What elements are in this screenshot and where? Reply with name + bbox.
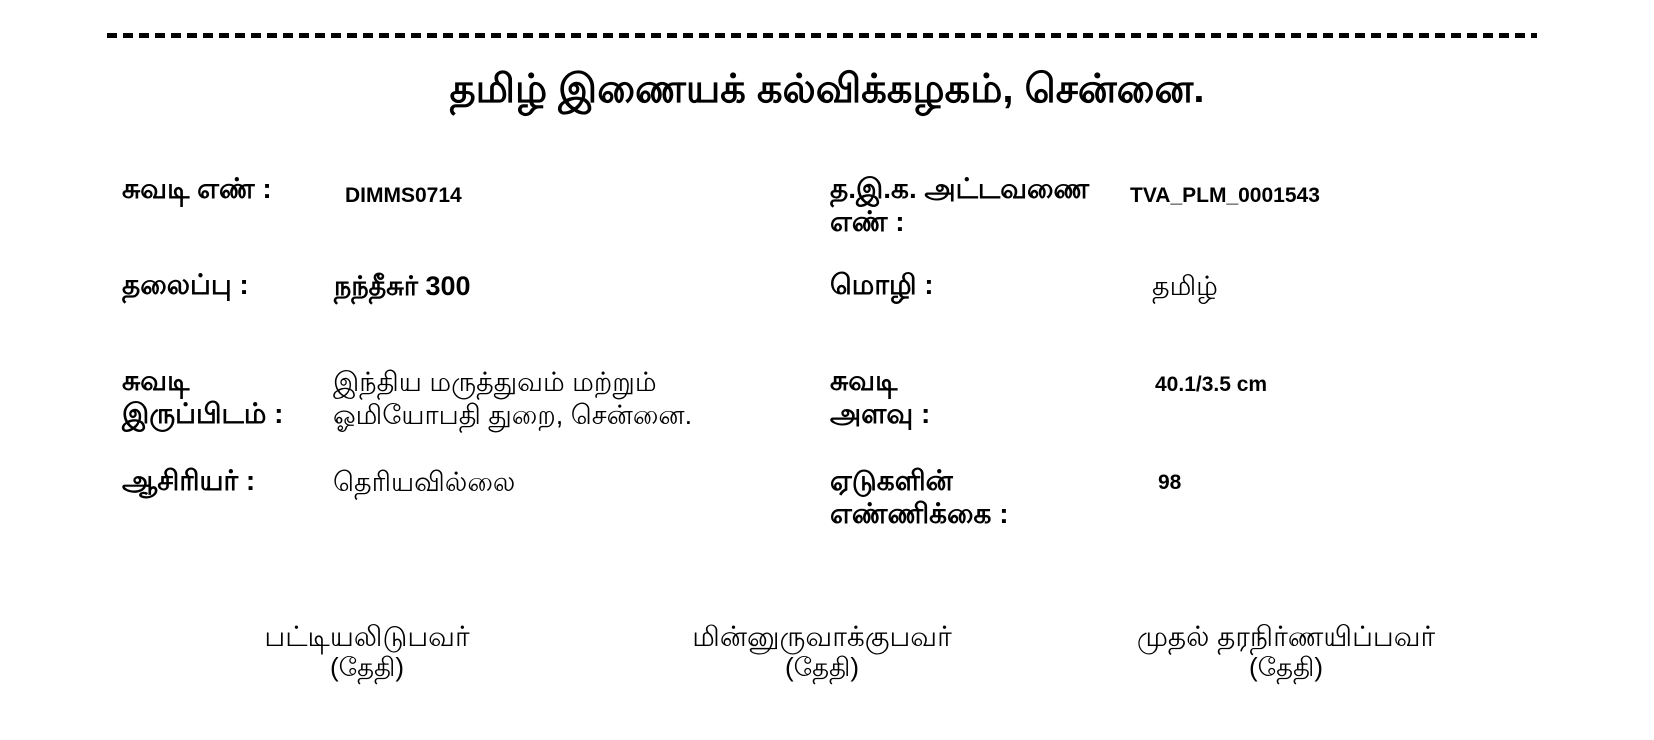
- manuscript-size-label: சுவடி அளவு :: [830, 364, 930, 430]
- language-label: மொழி :: [830, 269, 934, 300]
- signature-block-first-quality-assessor: முதல் தரநிர்ணயிப்பவர் (தேதி): [1137, 620, 1435, 681]
- leaves-count-label: ஏடுகளின் எண்ணிக்கை :: [830, 464, 1009, 530]
- signature-date-first-quality-assessor: (தேதி): [1248, 652, 1323, 682]
- title-field-value: நந்தீசுர் 300: [334, 271, 471, 301]
- manuscript-size-label-line2: அளவு :: [830, 398, 931, 429]
- manuscript-location-label-line2: இருப்பிடம் :: [122, 398, 284, 429]
- language-value: தமிழ்: [1152, 271, 1218, 301]
- page-title: தமிழ் இணையக் கல்விக்கழகம், சென்னை.: [449, 67, 1205, 111]
- manuscript-size-label-line1: சுவடி: [830, 365, 898, 396]
- leaves-count-value: 98: [1158, 471, 1182, 494]
- manuscript-location-label-line1: சுவடி: [122, 365, 190, 396]
- leaves-count-label-line1: ஏடுகளின்: [830, 465, 953, 496]
- manuscript-location-value: இந்திய மருத்துவம் மற்றும் ஓமியோபதி துறை,…: [333, 366, 692, 432]
- manuscript-number-value: DIMMS0714: [345, 184, 462, 207]
- signature-block-digitizer: மின்னுருவாக்குபவர் (தேதி): [692, 620, 951, 681]
- leaves-count-label-line2: எண்ணிக்கை :: [830, 498, 1009, 529]
- catalogue-number-label: த.இ.க. அட்டவணை எண் :: [830, 172, 1089, 238]
- signature-block-cataloguer: பட்டியலிடுபவர் (தேதி): [264, 620, 469, 681]
- manuscript-location-value-line2: ஓமியோபதி துறை, சென்னை.: [333, 400, 693, 430]
- catalogue-number-label-line2: எண் :: [830, 206, 905, 237]
- manuscript-size-value: 40.1/3.5 cm: [1155, 373, 1268, 396]
- catalogue-number-value: TVA_PLM_0001543: [1130, 184, 1320, 207]
- manuscript-location-value-line1: இந்திய மருத்துவம் மற்றும்: [333, 367, 657, 397]
- signature-role-first-quality-assessor: முதல் தரநிர்ணயிப்பவர்: [1136, 621, 1436, 652]
- catalogue-number-label-line1: த.இ.க. அட்டவணை: [830, 173, 1090, 204]
- dashed-divider: [107, 33, 1537, 38]
- signature-role-cataloguer: பட்டியலிடுபவர்: [264, 621, 470, 652]
- manuscript-number-label: சுவடி எண் :: [122, 173, 272, 204]
- manuscript-location-label: சுவடி இருப்பிடம் :: [122, 364, 283, 430]
- author-value: தெரியவில்லை: [333, 467, 516, 497]
- title-field-label: தலைப்பு :: [122, 269, 249, 300]
- signature-date-digitizer: (தேதி): [784, 652, 859, 682]
- signature-date-cataloguer: (தேதி): [329, 652, 404, 682]
- signature-role-digitizer: மின்னுருவாக்குபவர்: [692, 621, 952, 652]
- author-label: ஆசிரியர் :: [122, 465, 256, 496]
